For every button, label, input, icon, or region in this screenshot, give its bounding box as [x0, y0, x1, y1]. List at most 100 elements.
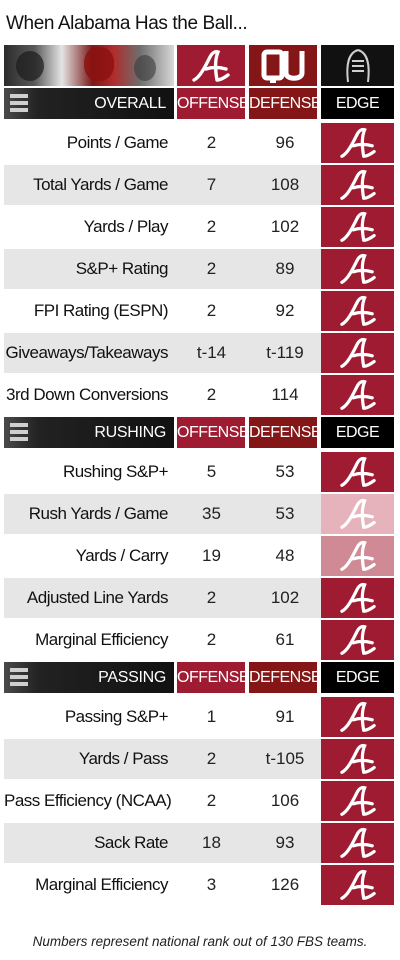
- edge-marker: [321, 375, 394, 415]
- defense-rank: 108: [249, 165, 321, 205]
- offense-header: OFFENSE: [177, 88, 250, 119]
- alabama-script-a-icon: [339, 582, 376, 613]
- defense-rank: 93: [249, 823, 321, 863]
- logo-row: [4, 45, 396, 86]
- offense-rank: t-14: [174, 333, 249, 373]
- edge-marker: [321, 536, 394, 576]
- alabama-script-a-icon: [339, 540, 376, 571]
- offense-rank: 2: [174, 578, 249, 618]
- offense-rank: 3: [206, 875, 217, 894]
- offense-rank: 19: [202, 546, 221, 565]
- stat-label: FPI Rating (ESPN): [33, 301, 169, 320]
- edge-marker: [321, 452, 394, 492]
- alabama-script-a-icon: [339, 498, 376, 529]
- table-row: Marginal Efficiency 2 61: [4, 620, 396, 660]
- footnote: Numbers represent national rank out of 1…: [32, 934, 368, 949]
- defense-rank: 126: [270, 875, 300, 894]
- defense-rank: 91: [275, 707, 295, 726]
- table-row: S&P+ Rating 2 89: [4, 249, 396, 289]
- offense-rank: 35: [174, 494, 249, 534]
- alabama-logo: [177, 45, 245, 86]
- defense-rank: 102: [270, 217, 300, 236]
- edge-marker: [321, 494, 394, 534]
- playoff-stripes-icon: [10, 423, 28, 441]
- alabama-script-a-icon: [339, 295, 376, 326]
- stat-label: Passing S&P+: [64, 707, 169, 726]
- table-row: Passing S&P+ 1 91: [4, 697, 396, 737]
- section-header: OVERALL OFFENSE DEFENSE EDGE: [4, 88, 396, 119]
- stat-label: Pass Efficiency (NCAA): [4, 791, 172, 810]
- alabama-script-a-icon: [339, 456, 376, 487]
- edge-header: EDGE: [321, 417, 394, 448]
- playoff-stripes-icon: [10, 94, 28, 112]
- playoff-trophy-icon: [345, 48, 370, 82]
- offense-rank: 2: [206, 385, 217, 404]
- section-label: OVERALL: [4, 88, 174, 119]
- edge-marker: [321, 123, 394, 163]
- offense-rank: 2: [206, 791, 217, 810]
- defense-header: DEFENSE: [249, 417, 322, 448]
- section-header: PASSING OFFENSE DEFENSE EDGE: [4, 662, 396, 693]
- edge-marker: [321, 291, 394, 331]
- oklahoma-logo: [249, 45, 317, 86]
- alabama-script-a-icon: [339, 827, 376, 858]
- defense-rank: 53: [249, 494, 321, 534]
- alabama-script-a-icon: [339, 785, 376, 816]
- alabama-script-a-icon: [192, 49, 230, 82]
- defense-header: DEFENSE: [249, 662, 322, 693]
- edge-header: EDGE: [321, 662, 394, 693]
- table-row: Yards / Play 2 102: [4, 207, 396, 247]
- stat-label: Giveaways/Takeaways: [4, 333, 174, 373]
- stat-label: Total Yards / Game: [4, 165, 174, 205]
- defense-rank: 53: [275, 462, 295, 481]
- defense-rank: 48: [275, 546, 295, 565]
- page-title: When Alabama Has the Ball...: [6, 13, 248, 34]
- stat-label: Yards / Pass: [4, 739, 174, 779]
- alabama-script-a-icon: [339, 624, 376, 655]
- table-row: Yards / Pass 2 t-105: [4, 739, 396, 779]
- stat-label: Marginal Efficiency: [35, 875, 168, 894]
- stat-label: Marginal Efficiency: [35, 630, 168, 649]
- alabama-script-a-icon: [339, 337, 376, 368]
- defense-header: DEFENSE: [249, 88, 322, 119]
- section-header: RUSHING OFFENSE DEFENSE EDGE: [4, 417, 396, 448]
- edge-marker: [321, 207, 394, 247]
- playoff-logo: [321, 45, 394, 86]
- alabama-script-a-icon: [339, 253, 376, 284]
- alabama-script-a-icon: [339, 701, 376, 732]
- offense-rank: 2: [206, 217, 217, 236]
- offense-header: OFFENSE: [177, 662, 250, 693]
- stat-label: S&P+ Rating: [4, 249, 174, 289]
- alabama-script-a-icon: [339, 211, 376, 242]
- section-label: RUSHING: [4, 417, 174, 448]
- edge-marker: [321, 781, 394, 821]
- stat-label: Yards / Carry: [75, 546, 169, 565]
- defense-rank: 106: [270, 791, 300, 810]
- edge-header: EDGE: [321, 88, 394, 119]
- table-row: Total Yards / Game 7 108: [4, 165, 396, 205]
- table-row: Rush Yards / Game 35 53: [4, 494, 396, 534]
- edge-marker: [321, 823, 394, 863]
- offense-rank: 7: [174, 165, 249, 205]
- offense-header: OFFENSE: [177, 417, 250, 448]
- stat-label: 3rd Down Conversions: [6, 385, 168, 404]
- table-row: Sack Rate 18 93: [4, 823, 396, 863]
- defense-rank: 61: [275, 630, 295, 649]
- offense-rank: 2: [206, 301, 217, 320]
- offense-rank: 1: [206, 707, 217, 726]
- edge-marker: [321, 165, 394, 205]
- alabama-script-a-icon: [339, 127, 376, 158]
- defense-rank: 114: [271, 385, 299, 404]
- stat-label: Points / Game: [66, 133, 169, 152]
- alabama-script-a-icon: [339, 169, 376, 200]
- oklahoma-ou-icon: [261, 49, 305, 83]
- table-row: 3rd Down Conversions 2 114: [4, 375, 396, 415]
- table-row: Giveaways/Takeaways t-14 t-119: [4, 333, 396, 373]
- edge-marker: [321, 697, 394, 737]
- edge-marker: [321, 620, 394, 660]
- alabama-script-a-icon: [339, 869, 376, 900]
- edge-marker: [321, 739, 394, 779]
- defense-rank: 92: [275, 301, 295, 320]
- edge-marker: [321, 578, 394, 618]
- offense-rank: 2: [206, 133, 217, 152]
